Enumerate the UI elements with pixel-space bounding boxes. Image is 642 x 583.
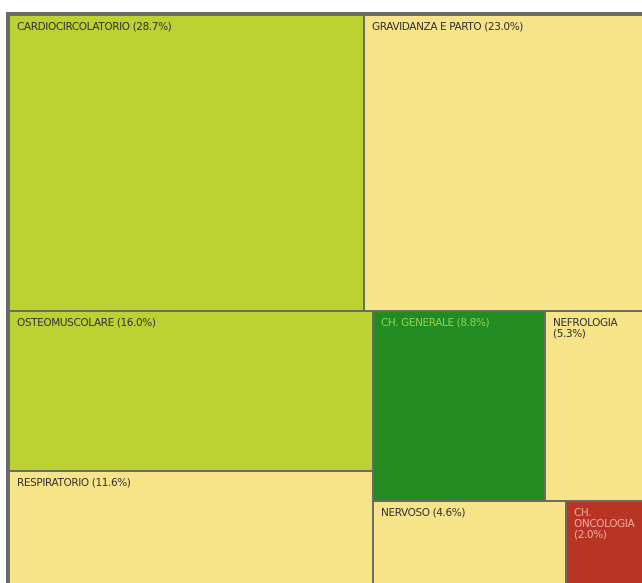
tile-value: (8.8%) [456,317,490,329]
tile-label: RESPIRATORIO (11.6%) [17,478,365,489]
tile-label: GRAVIDANZA E PARTO (23.0%) [372,22,642,33]
tile-name: GRAVIDANZA E PARTO [372,21,482,33]
tile-name: NEFROLOGIA [553,317,618,329]
tile-value: (2.0%) [574,529,607,541]
tile: GRAVIDANZA E PARTO (23.0%) [365,16,642,310]
tile-name: CH. ONCOLOGIA [574,507,635,530]
tile: OSTEOMUSCOLARE (16.0%) [10,312,372,470]
tile-name: RESPIRATORIO [17,477,89,489]
tile-value: (23.0%) [484,21,523,33]
tile-label: OSTEOMUSCOLARE (16.0%) [17,318,365,329]
tile-value: (5.3%) [553,328,586,340]
tile-name: CARDIOCIRCOLATORIO [17,21,130,33]
tile-label: CH. GENERALE (8.8%) [381,318,537,329]
tile: RESPIRATORIO (11.6%) [10,472,372,583]
tile-name: OSTEOMUSCOLARE [17,317,114,329]
tile-name: NERVOSO [381,507,430,519]
tile-label: NEFROLOGIA (5.3%) [553,318,642,340]
tile-label: CARDIOCIRCOLATORIO (28.7%) [17,22,356,33]
tile-value: (11.6%) [91,477,131,489]
tile-value: (16.0%) [116,317,156,329]
tile-label: NERVOSO (4.6%) [381,508,558,519]
tile-name: CH. GENERALE [381,317,454,329]
tile-label: CH. ONCOLOGIA (2.0%) [574,508,642,541]
tile: CH. ONCOLOGIA (2.0%) [567,502,642,583]
tile: NEFROLOGIA (5.3%) [546,312,642,500]
tile: CH. GENERALE (8.8%) [374,312,544,500]
tile: CARDIOCIRCOLATORIO (28.7%) [10,16,363,310]
tile: NERVOSO (4.6%) [374,502,565,583]
tile-value: (4.6%) [432,507,466,519]
tile-value: (28.7%) [132,21,172,33]
